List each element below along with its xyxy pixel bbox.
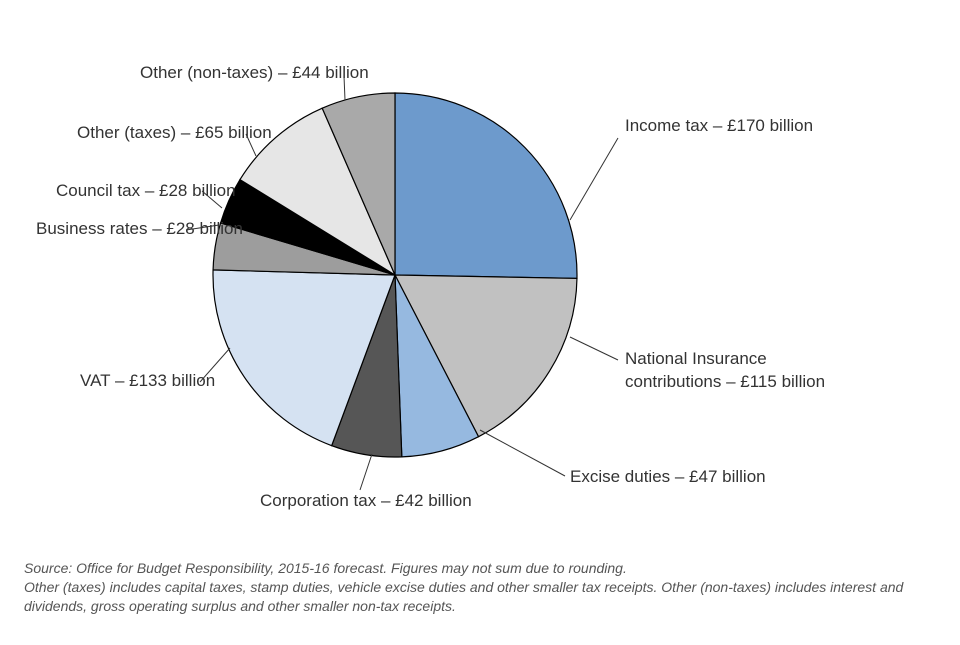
pie-slice-label: VAT – £133 billion bbox=[80, 370, 215, 393]
leader-line bbox=[570, 337, 618, 360]
pie-slice-label: Excise duties – £47 billion bbox=[570, 466, 766, 489]
pie-chart-container: Income tax – £170 billion National Insura… bbox=[0, 0, 960, 640]
pie-slice-label: Business rates – £28 billion bbox=[36, 218, 243, 241]
leader-line bbox=[570, 138, 618, 220]
footnote-line-1: Source: Office for Budget Responsibility… bbox=[24, 560, 627, 576]
pie-slice bbox=[395, 93, 577, 278]
pie-slice-label: Council tax – £28 billion bbox=[56, 180, 236, 203]
pie-slice-label: Income tax – £170 billion bbox=[625, 115, 813, 138]
pie-slice-label: Corporation tax – £42 billion bbox=[260, 490, 472, 513]
leader-line bbox=[480, 430, 565, 476]
source-footnote: Source: Office for Budget Responsibility… bbox=[24, 559, 936, 616]
pie-slice-label: Other (taxes) – £65 billion bbox=[77, 122, 272, 145]
pie-slice-label: Other (non-taxes) – £44 billion bbox=[140, 62, 369, 85]
footnote-line-2: Other (taxes) includes capital taxes, st… bbox=[24, 579, 903, 614]
pie-chart-svg bbox=[0, 0, 960, 640]
pie-slice-label: National Insurancecontributions – £115 b… bbox=[625, 348, 825, 394]
leader-line bbox=[360, 454, 372, 490]
